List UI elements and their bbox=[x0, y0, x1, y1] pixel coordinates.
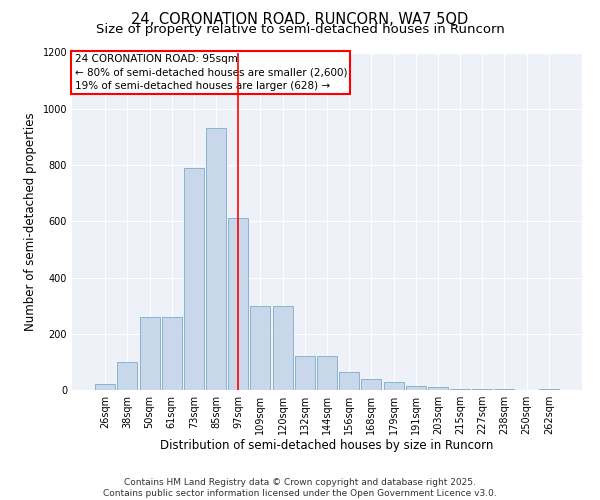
Bar bbox=[428, 387, 448, 390]
Text: Size of property relative to semi-detached houses in Runcorn: Size of property relative to semi-detach… bbox=[95, 22, 505, 36]
Text: 24, CORONATION ROAD, RUNCORN, WA7 5QD: 24, CORONATION ROAD, RUNCORN, WA7 5QD bbox=[131, 12, 469, 28]
Bar bbox=[184, 168, 204, 390]
Bar bbox=[472, 389, 492, 390]
Bar bbox=[339, 372, 359, 390]
Y-axis label: Number of semi-detached properties: Number of semi-detached properties bbox=[24, 112, 37, 330]
Bar bbox=[228, 218, 248, 390]
Bar bbox=[450, 388, 470, 390]
Text: Contains HM Land Registry data © Crown copyright and database right 2025.
Contai: Contains HM Land Registry data © Crown c… bbox=[103, 478, 497, 498]
X-axis label: Distribution of semi-detached houses by size in Runcorn: Distribution of semi-detached houses by … bbox=[160, 438, 494, 452]
Bar bbox=[317, 356, 337, 390]
Bar bbox=[140, 317, 160, 390]
Bar bbox=[95, 384, 115, 390]
Bar bbox=[406, 386, 426, 390]
Bar bbox=[206, 128, 226, 390]
Bar bbox=[361, 379, 382, 390]
Bar bbox=[162, 317, 182, 390]
Bar bbox=[295, 356, 315, 390]
Bar bbox=[272, 306, 293, 390]
Text: 24 CORONATION ROAD: 95sqm
← 80% of semi-detached houses are smaller (2,600)
19% : 24 CORONATION ROAD: 95sqm ← 80% of semi-… bbox=[74, 54, 347, 90]
Bar bbox=[118, 362, 137, 390]
Bar bbox=[539, 388, 559, 390]
Bar bbox=[383, 382, 404, 390]
Bar bbox=[250, 306, 271, 390]
